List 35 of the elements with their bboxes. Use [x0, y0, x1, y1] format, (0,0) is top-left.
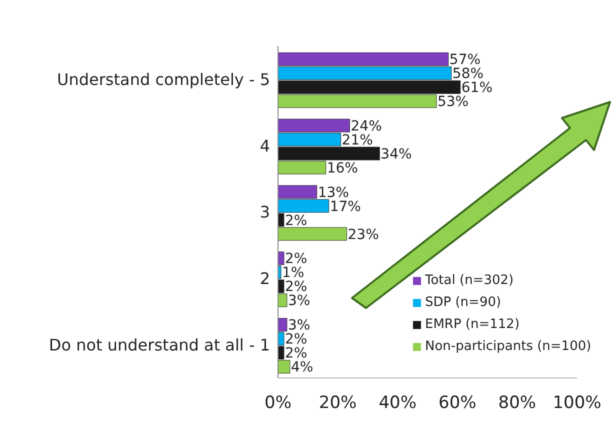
data-label: 23% [348, 226, 379, 243]
y-tick-label: 3 [260, 202, 270, 222]
x-tick-label: 80% [498, 393, 536, 414]
data-label: 13% [318, 184, 349, 201]
x-tick-label: 20% [318, 393, 357, 414]
x-tick-label: 40% [378, 393, 416, 414]
y-tick-label: 4 [260, 136, 270, 156]
data-label: 16% [326, 160, 358, 176]
data-label: 2% [284, 279, 308, 296]
y-tick-label: 2 [260, 269, 270, 288]
x-tick-label: 0% [264, 393, 292, 414]
legend-label: Non-participants (n=100) [425, 338, 592, 356]
data-label: 57% [449, 52, 481, 68]
data-label: 3% [288, 293, 310, 310]
data-label: 4% [290, 360, 314, 376]
data-label: 34% [380, 146, 412, 162]
data-label: 1% [282, 265, 304, 282]
data-label: 2% [284, 332, 308, 348]
y-tick-label: Understand completely - 5 [57, 70, 270, 89]
data-label: 61% [461, 80, 493, 96]
data-label: 3% [288, 318, 310, 334]
data-label: 2% [284, 346, 308, 362]
x-tick-label: 60% [438, 393, 476, 414]
data-label: 21% [342, 132, 373, 148]
x-tick-label: 100% [552, 393, 602, 414]
data-label: 58% [452, 66, 484, 82]
legend-label: Total (n=302) [425, 272, 514, 290]
y-tick-label: Do not understand at all - 1 [48, 335, 270, 354]
data-label: 24% [350, 118, 382, 134]
data-label: 2% [284, 212, 308, 229]
data-label: 2% [284, 251, 308, 268]
legend-label: EMRP (n=112) [425, 316, 520, 334]
legend-label: SDP (n=90) [425, 294, 502, 312]
data-label: 17% [330, 198, 361, 215]
data-label: 53% [437, 94, 469, 110]
